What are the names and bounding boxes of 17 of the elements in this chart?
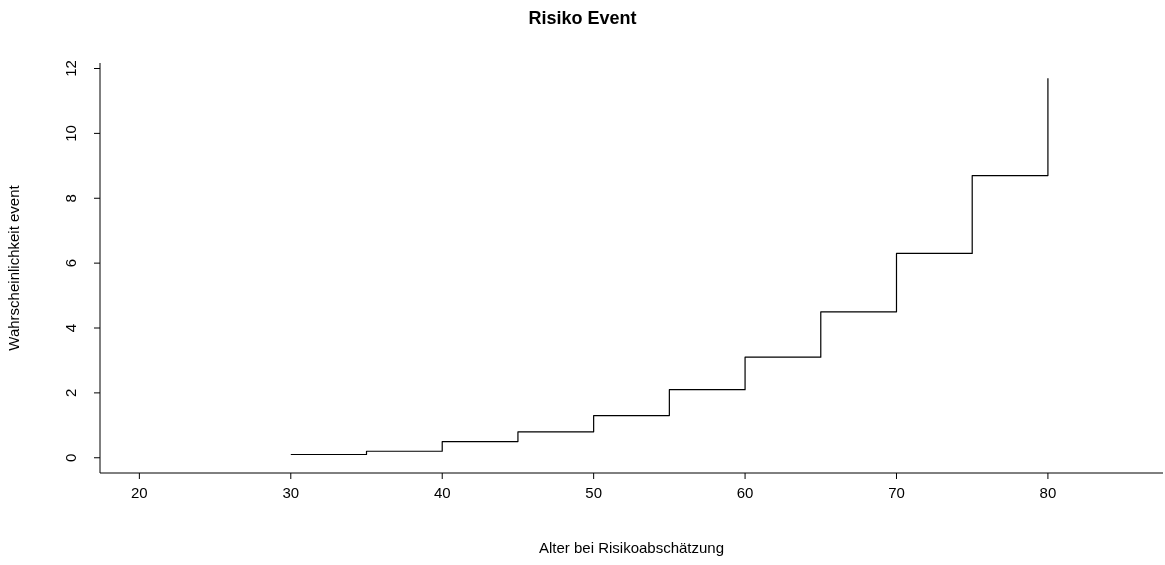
chart-title: Risiko Event <box>527 8 638 29</box>
x-tick-label: 50 <box>585 483 602 501</box>
x-axis-title: Alter bei Risikoabschätzung <box>538 539 725 556</box>
y-axis-title: Wahrscheinlichkeit event <box>5 184 23 351</box>
x-tick-label: 80 <box>1039 483 1057 501</box>
x-tick-label: 40 <box>433 483 451 501</box>
y-tick-label: 2 <box>62 388 79 398</box>
y-tick-label: 10 <box>62 125 79 142</box>
x-tick-label: 70 <box>888 483 905 501</box>
x-tick-label: 60 <box>736 483 754 501</box>
x-tick-label: 20 <box>131 483 148 501</box>
y-tick-label: 8 <box>62 194 79 203</box>
y-tick-label: 4 <box>62 323 79 333</box>
y-tick-label: 0 <box>62 453 79 462</box>
y-tick-label: 12 <box>62 60 79 77</box>
x-tick-label: 30 <box>282 483 300 501</box>
y-tick-label: 6 <box>62 258 79 268</box>
